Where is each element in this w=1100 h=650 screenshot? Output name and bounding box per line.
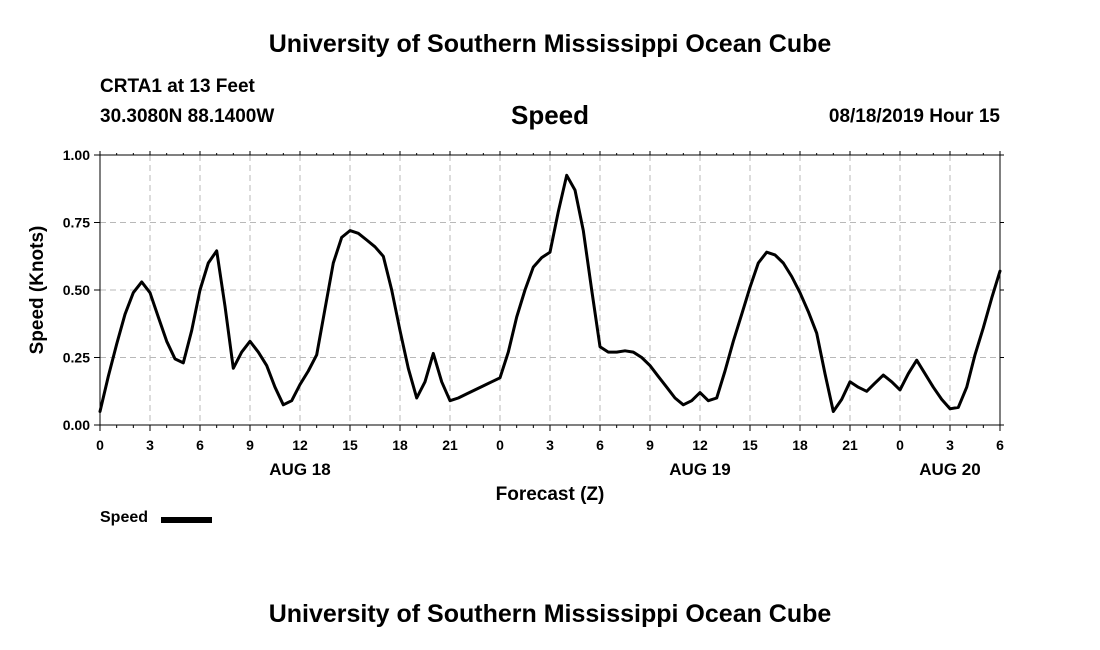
- x-tick-label: 18: [792, 437, 808, 453]
- date-label: AUG 18: [269, 460, 330, 479]
- y-axis-label: Speed (Knots): [27, 226, 48, 355]
- legend-label: Speed: [100, 509, 149, 526]
- date-label: AUG 20: [919, 460, 980, 479]
- x-tick-label: 0: [96, 437, 104, 453]
- series-line-speed: [98, 173, 1002, 413]
- forecast-timestamp: 08/18/2019 Hour 15: [828, 106, 1000, 127]
- page-title-bottom: University of Southern Mississippi Ocean…: [268, 600, 832, 628]
- x-tick-label: 15: [342, 437, 358, 453]
- x-axis-label: Forecast (Z): [496, 484, 605, 505]
- x-tick-label: 6: [596, 437, 604, 453]
- y-tick-labels: 0.00 0.25 0.50 0.75 1.00: [63, 147, 90, 433]
- x-tick-label: 15: [742, 437, 758, 453]
- x-tick-label: 12: [692, 437, 708, 453]
- x-tick-label: 3: [946, 437, 954, 453]
- x-tick-label: 21: [442, 437, 458, 453]
- x-tick-label: 21: [842, 437, 858, 453]
- y-tick-label: 1.00: [63, 147, 90, 163]
- page-title-top: University of Southern Mississippi Ocean…: [268, 30, 832, 58]
- legend-swatch: [161, 517, 212, 523]
- y-tick-label: 0.50: [63, 282, 90, 298]
- x-tick-label: 0: [896, 437, 904, 453]
- x-tick-label: 9: [246, 437, 254, 453]
- x-tick-label: 6: [996, 437, 1004, 453]
- x-tick-label: 9: [646, 437, 654, 453]
- x-tick-label: 6: [196, 437, 204, 453]
- x-tick-labels: 0 3 6 9 12 15 18 21 0 3 6 9 12 15 18 21 0 3 6: [96, 437, 1004, 453]
- x-tick-label: 12: [292, 437, 308, 453]
- axis-ticks: [94, 151, 1004, 431]
- y-tick-label: 0.75: [63, 215, 90, 231]
- series-layer: [98, 173, 1002, 413]
- x-tick-label: 18: [392, 437, 408, 453]
- chart-title: Speed: [510, 100, 590, 130]
- station-name: CRTA1 at 13 Feet: [100, 76, 255, 97]
- y-tick-label: 0.00: [63, 417, 90, 433]
- date-labels: AUG 18 AUG 19 AUG 20: [269, 460, 980, 479]
- x-tick-label: 0: [496, 437, 504, 453]
- x-tick-label: 3: [146, 437, 154, 453]
- station-coordinates: 30.3080N 88.1400W: [100, 106, 275, 127]
- x-tick-label: 3: [546, 437, 554, 453]
- y-tick-label: 0.25: [63, 350, 90, 366]
- grid-lines: [100, 155, 1000, 425]
- date-label: AUG 19: [669, 460, 730, 479]
